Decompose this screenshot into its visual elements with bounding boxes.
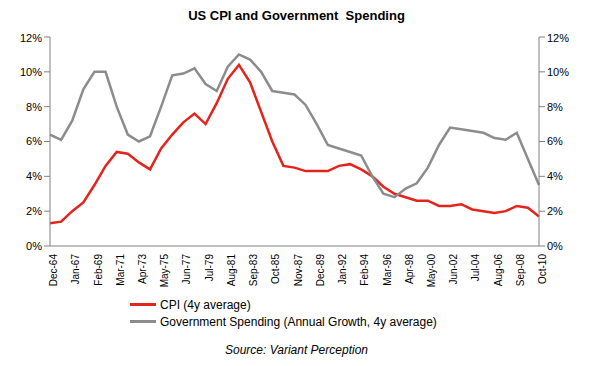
svg-text:Dec-89: Dec-89 bbox=[315, 254, 326, 287]
svg-text:0%: 0% bbox=[26, 240, 42, 252]
svg-text:12%: 12% bbox=[547, 32, 569, 44]
svg-text:12%: 12% bbox=[20, 32, 42, 44]
svg-text:10%: 10% bbox=[20, 66, 42, 78]
svg-text:2%: 2% bbox=[547, 205, 563, 217]
svg-text:4%: 4% bbox=[547, 170, 563, 182]
svg-text:Oct-10: Oct-10 bbox=[537, 254, 548, 284]
svg-text:Oct-85: Oct-85 bbox=[270, 254, 281, 284]
svg-text:Jun-77: Jun-77 bbox=[181, 254, 192, 285]
svg-text:Sep-08: Sep-08 bbox=[515, 254, 526, 287]
svg-text:Nov-87: Nov-87 bbox=[293, 254, 304, 287]
html-text:Government Spending (Annual Gr: Government Spending (Annual Growth, 4y a… bbox=[160, 314, 437, 329]
svg-text:6%: 6% bbox=[26, 135, 42, 147]
svg-text:Jun-02: Jun-02 bbox=[448, 254, 459, 285]
svg-text:Jul-79: Jul-79 bbox=[204, 254, 215, 282]
svg-text:10%: 10% bbox=[547, 66, 569, 78]
svg-text:Mar-96: Mar-96 bbox=[382, 254, 393, 286]
svg-text:0%: 0% bbox=[547, 240, 563, 252]
svg-text:Aug-81: Aug-81 bbox=[226, 254, 237, 287]
html-text:US CPI and Government Spending: US CPI and Government Spending bbox=[188, 8, 405, 23]
svg-text:Mar-71: Mar-71 bbox=[115, 254, 126, 286]
svg-text:Apr-73: Apr-73 bbox=[137, 254, 148, 284]
svg-text:Aug-06: Aug-06 bbox=[493, 254, 504, 287]
svg-text:Jul-04: Jul-04 bbox=[470, 254, 481, 282]
svg-text:Feb-69: Feb-69 bbox=[93, 254, 104, 286]
svg-text:Sep-83: Sep-83 bbox=[248, 254, 259, 287]
svg-text:Dec-64: Dec-64 bbox=[48, 254, 59, 287]
svg-text:2%: 2% bbox=[26, 205, 42, 217]
svg-text:6%: 6% bbox=[547, 135, 563, 147]
svg-text:May-75: May-75 bbox=[159, 254, 170, 288]
svg-text:Feb-94: Feb-94 bbox=[359, 254, 370, 286]
svg-text:May-00: May-00 bbox=[426, 254, 437, 288]
svg-text:8%: 8% bbox=[26, 101, 42, 113]
svg-text:Jan-67: Jan-67 bbox=[70, 254, 81, 285]
html-text:Source: Variant Perception: Source: Variant Perception bbox=[225, 343, 368, 357]
svg-text:Jan-92: Jan-92 bbox=[337, 254, 348, 285]
html-text:CPI (4y average): CPI (4y average) bbox=[160, 297, 251, 312]
svg-text:4%: 4% bbox=[26, 170, 42, 182]
svg-text:Apr-98: Apr-98 bbox=[404, 254, 415, 284]
svg-text:8%: 8% bbox=[547, 101, 563, 113]
